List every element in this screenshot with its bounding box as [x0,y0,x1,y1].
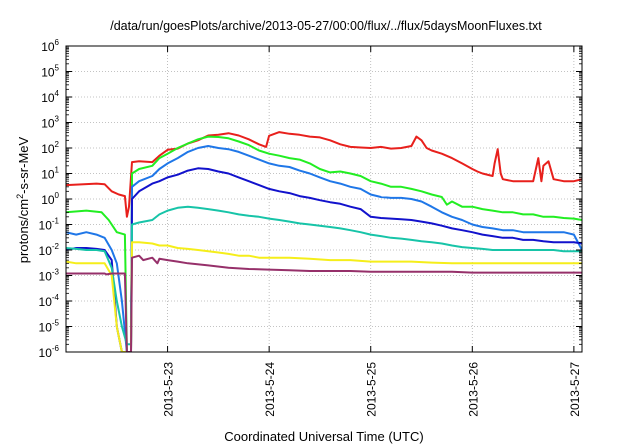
y-tick-label-base: 10 [39,346,53,360]
y-tick-label-base: 10 [41,66,55,80]
y-tick-label: 101 [41,166,59,182]
y-tick-label-exponent: 6 [55,38,60,47]
x-tick-label: 2013-5-26 [466,362,480,417]
y-tick-label: 10-5 [39,319,60,335]
y-tick-label-base: 10 [41,193,55,207]
y-tick-label-base: 10 [39,219,53,233]
grid-lines [66,46,582,352]
y-tick-label-base: 10 [39,244,53,258]
y-tick-label: 104 [41,89,59,105]
x-tick-label: 2013-5-27 [568,362,582,417]
x-tick-label: 2013-5-25 [365,362,379,417]
y-tick-label: 103 [41,115,59,131]
series-line-7 [66,254,582,352]
series-line-1 [66,131,582,218]
y-tick-label-exponent: -3 [52,268,60,277]
y-tick-label: 10-6 [39,344,60,360]
y-tick-labels: 10-610-510-410-310-210-11001011021031041… [39,38,60,360]
y-axis-title-sup: 2 [15,194,25,199]
y-tick-label: 100 [41,191,59,207]
y-tick-label: 105 [41,64,59,80]
series-layer [66,131,582,352]
y-tick-label: 10-3 [39,268,60,284]
y-tick-label-base: 10 [41,142,55,156]
y-tick-label-exponent: -5 [52,319,60,328]
y-tick-label-base: 10 [41,91,55,105]
y-tick-label-exponent: -6 [52,344,60,353]
y-tick-label: 10-4 [39,293,60,309]
y-tick-label-base: 10 [41,168,55,182]
y-tick-label: 10-1 [39,217,60,233]
y-tick-label-exponent: -4 [52,293,60,302]
y-tick-label-base: 10 [41,117,55,131]
x-tick-labels: 2013-5-23 2013-5-24 2013-5-25 2013-5-26 2013… [162,362,582,417]
y-axis-title-post: -s-sr-MeV [16,136,31,193]
y-tick-label-base: 10 [39,321,53,335]
y-tick-label-exponent: 1 [55,166,60,175]
y-axis-title: protons/cm2-s-sr-MeV [15,136,31,263]
y-tick-label: 106 [41,38,59,54]
y-tick-label-base: 10 [39,295,53,309]
x-tick-label: 2013-5-23 [162,362,176,417]
y-tick-label-exponent: -1 [52,217,60,226]
y-tick-label-base: 10 [39,270,53,284]
series-line-2 [66,135,582,352]
y-tick-label-exponent: 2 [55,140,60,149]
y-tick-label-exponent: 4 [55,89,60,98]
x-axis-title: Coordinated Universal Time (UTC) [224,429,423,444]
axis-ticks [66,45,582,353]
x-tick-label: 2013-5-24 [263,362,277,417]
y-tick-label-exponent: -2 [52,242,60,251]
y-tick-label-base: 10 [41,40,55,54]
y-axis-title-pre: protons/cm [16,199,31,263]
y-tick-label: 10-2 [39,242,60,258]
series-line-6 [66,241,582,352]
y-tick-label: 102 [41,140,59,156]
y-tick-label-exponent: 5 [55,64,60,73]
y-tick-label-exponent: 0 [55,191,60,200]
y-tick-label-exponent: 3 [55,115,60,124]
chart-title: /data/run/goesPlots/archive/2013-05-27/0… [110,19,542,33]
